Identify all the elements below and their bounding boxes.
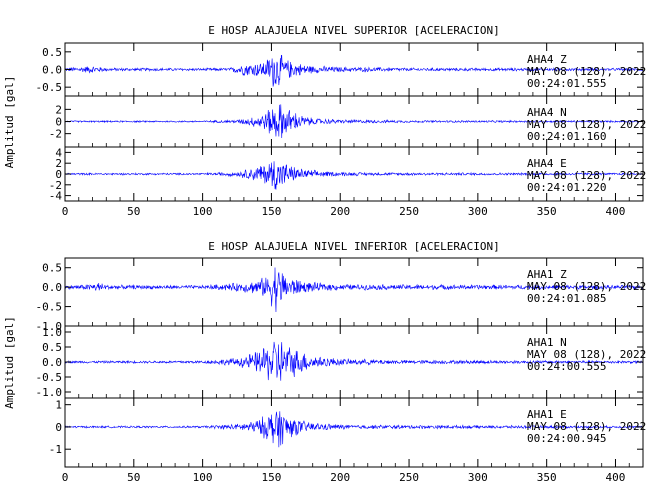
y-tick-label: 1.0 bbox=[42, 326, 62, 339]
y-tick-label: -1.0 bbox=[36, 386, 63, 399]
y-tick-label: -2 bbox=[49, 128, 62, 141]
x-tick-label: 250 bbox=[399, 205, 419, 218]
y-tick-label: -2 bbox=[49, 179, 62, 192]
trace-annotation-line-2: MAY 08 (128), 2022 bbox=[527, 65, 646, 78]
trace-annotation-line-2: MAY 08 (128), 2022 bbox=[527, 280, 646, 293]
y-tick-label: 0.0 bbox=[42, 64, 62, 77]
trace-annotation-line-2: MAY 08 (128), 2022 bbox=[527, 348, 646, 361]
x-tick-label: 200 bbox=[330, 471, 350, 484]
x-tick-label: 0 bbox=[62, 205, 69, 218]
figure-title: E HOSP ALAJUELA NIVEL INFERIOR [ACELERAC… bbox=[208, 240, 499, 253]
x-tick-label: 150 bbox=[261, 205, 281, 218]
x-tick-label: 400 bbox=[606, 205, 626, 218]
trace-annotation-line-3: 00:24:01.220 bbox=[527, 181, 606, 194]
y-tick-label: -4 bbox=[49, 190, 63, 203]
trace-annotation-line-1: AHA4 N bbox=[527, 106, 567, 119]
waveform-aha1-n bbox=[64, 341, 643, 381]
trace-annotation-line-3: 00:24:01.160 bbox=[527, 130, 606, 143]
trace-annotation-line-1: AHA1 N bbox=[527, 336, 567, 349]
figure-1: E HOSP ALAJUELA NIVEL SUPERIOR [ACELERAC… bbox=[3, 24, 646, 218]
trace-annotation-line-2: MAY 08 (128), 2022 bbox=[527, 118, 646, 131]
y-tick-label: 2 bbox=[55, 157, 62, 170]
y-tick-label: -0.5 bbox=[36, 81, 63, 94]
y-tick-label: 4 bbox=[55, 146, 62, 159]
trace-annotation-line-1: AHA4 Z bbox=[527, 53, 567, 66]
x-tick-label: 250 bbox=[399, 471, 419, 484]
y-tick-label: 1 bbox=[55, 399, 62, 412]
trace-annotation-line-1: AHA1 E bbox=[527, 408, 567, 421]
x-tick-label: 400 bbox=[606, 471, 626, 484]
x-tick-label: 50 bbox=[127, 471, 140, 484]
y-axis-label: Amplitud [gal] bbox=[3, 76, 16, 169]
x-tick-label: 50 bbox=[127, 205, 140, 218]
y-tick-label: 0.0 bbox=[42, 281, 62, 294]
y-tick-label: 0.5 bbox=[42, 46, 62, 59]
y-tick-label: 0 bbox=[55, 421, 62, 434]
x-tick-label: 350 bbox=[537, 205, 557, 218]
y-tick-label: -0.5 bbox=[36, 371, 63, 384]
figure-2: E HOSP ALAJUELA NIVEL INFERIOR [ACELERAC… bbox=[3, 240, 646, 484]
x-tick-label: 300 bbox=[468, 205, 488, 218]
y-tick-label: 0.5 bbox=[42, 341, 62, 354]
trace-annotation-line-3: 00:24:01.085 bbox=[527, 292, 606, 305]
waveform-aha4-n bbox=[64, 104, 643, 138]
trace-annotation-line-1: AHA4 E bbox=[527, 157, 567, 170]
trace-annotation-line-3: 00:24:01.555 bbox=[527, 77, 606, 90]
x-tick-label: 300 bbox=[468, 471, 488, 484]
y-tick-label: 2 bbox=[55, 103, 62, 116]
y-tick-label: -1 bbox=[49, 443, 62, 456]
waveform-aha4-z bbox=[64, 54, 643, 87]
waveform-aha4-e bbox=[64, 161, 643, 190]
trace-annotation-line-2: MAY 08 (128), 2022 bbox=[527, 169, 646, 182]
y-tick-label: 0 bbox=[55, 168, 62, 181]
y-axis-label: Amplitud [gal] bbox=[3, 316, 16, 409]
y-tick-label: 0.5 bbox=[42, 262, 62, 275]
y-tick-label: 0.0 bbox=[42, 356, 62, 369]
x-tick-label: 100 bbox=[193, 205, 213, 218]
x-tick-label: 0 bbox=[62, 471, 69, 484]
waveform-aha1-z bbox=[64, 267, 643, 313]
x-tick-label: 350 bbox=[537, 471, 557, 484]
trace-annotation-line-1: AHA1 Z bbox=[527, 268, 567, 281]
x-tick-label: 200 bbox=[330, 205, 350, 218]
y-tick-label: -1.0 bbox=[36, 320, 63, 333]
trace-annotation-line-2: MAY 08 (128), 2022 bbox=[527, 420, 646, 433]
trace-annotation-line-3: 00:24:00.555 bbox=[527, 360, 606, 373]
x-tick-label: 100 bbox=[193, 471, 213, 484]
trace-annotation-line-3: 00:24:00.945 bbox=[527, 432, 606, 445]
x-tick-label: 150 bbox=[261, 471, 281, 484]
figure-title: E HOSP ALAJUELA NIVEL SUPERIOR [ACELERAC… bbox=[208, 24, 499, 37]
waveform-aha1-e bbox=[64, 411, 643, 448]
y-tick-label: -0.5 bbox=[36, 301, 63, 314]
y-tick-label: 0 bbox=[55, 116, 62, 129]
